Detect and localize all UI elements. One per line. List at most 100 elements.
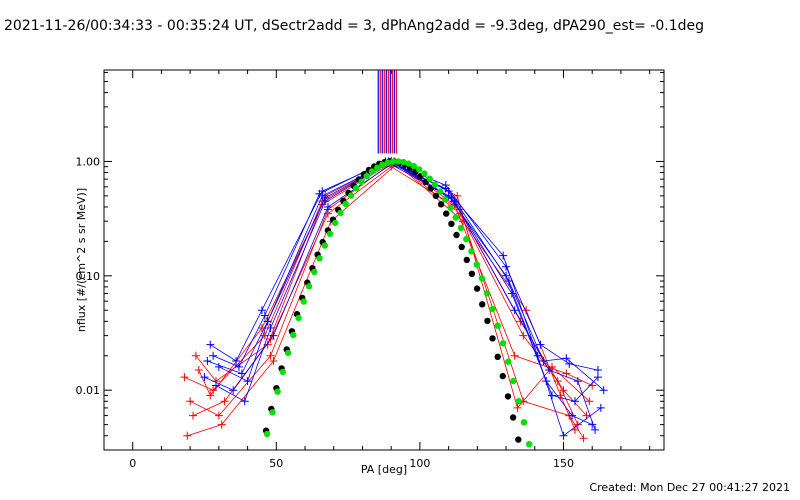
x-tick-label: 50 — [269, 457, 283, 470]
series-line — [218, 162, 599, 402]
data-point — [510, 351, 519, 360]
data-point — [220, 397, 229, 406]
data-point — [579, 434, 588, 443]
data-point — [568, 411, 577, 420]
curve-dot — [510, 377, 517, 385]
curve-dot — [279, 368, 286, 376]
curve-dot — [410, 162, 418, 170]
x-tick-label: 100 — [409, 457, 430, 470]
curve-dot — [263, 430, 271, 438]
data-point — [318, 191, 327, 200]
curve-dot — [473, 261, 480, 268]
curve-dot — [457, 224, 465, 232]
created-timestamp: Created: Mon Dec 27 00:41:27 2021 — [589, 481, 790, 494]
curve-dot — [447, 204, 454, 212]
data-point — [266, 351, 275, 360]
curve-dot — [463, 256, 470, 264]
x-axis-label: PA [deg] — [361, 463, 407, 476]
data-point — [263, 317, 272, 326]
data-point — [502, 271, 511, 280]
data-point — [593, 373, 602, 382]
data-point — [209, 351, 218, 360]
curve-dot — [415, 166, 423, 173]
curve-dot — [489, 335, 496, 342]
curve-dot — [363, 173, 370, 180]
data-point — [499, 251, 508, 260]
curve-dot — [394, 158, 402, 165]
curve-dot — [321, 242, 328, 249]
data-point — [243, 377, 252, 386]
curve-dot — [468, 270, 476, 277]
data-point — [536, 340, 545, 349]
data-point — [186, 397, 195, 406]
data-point — [324, 202, 332, 211]
curve-dot — [400, 158, 407, 166]
x-tick-label: 0 — [129, 457, 136, 470]
data-point — [212, 381, 220, 390]
curve-dot — [432, 192, 440, 200]
curve-dot — [458, 243, 465, 251]
curve-dot — [452, 214, 459, 221]
data-point — [585, 397, 594, 406]
data-point — [183, 431, 192, 440]
curve-dot — [499, 340, 507, 347]
data-point — [519, 331, 528, 340]
curve-dot — [332, 219, 339, 227]
data-point — [591, 425, 600, 434]
curve-dot — [368, 168, 376, 175]
data-point — [260, 311, 269, 320]
data-point — [441, 184, 450, 193]
curve-dot — [421, 170, 428, 177]
data-point — [596, 403, 605, 412]
data-point — [180, 373, 189, 382]
data-point — [510, 306, 519, 315]
curve-dot — [316, 255, 323, 262]
curve-dot — [468, 248, 475, 255]
curve-dot — [505, 358, 512, 365]
curve-dot — [274, 388, 281, 395]
curve-dot — [484, 317, 491, 325]
series-line — [212, 160, 602, 437]
series-line — [195, 160, 590, 409]
data-point — [539, 356, 548, 365]
series-line — [184, 160, 587, 416]
data-point — [548, 391, 556, 400]
curve-dot — [504, 393, 512, 400]
series-line — [215, 160, 596, 431]
curve-dot — [515, 398, 522, 405]
curve-dot — [463, 236, 470, 243]
data-point — [266, 323, 275, 332]
data-series — [180, 157, 608, 443]
curve-dot — [358, 178, 365, 185]
y-tick-label: 0.01 — [76, 384, 101, 397]
data-point — [229, 386, 238, 395]
chart-title: 2021-11-26/00:34:33 - 00:35:24 UT, dSect… — [4, 18, 705, 34]
curve-dot — [311, 268, 318, 276]
data-point — [203, 356, 212, 365]
curve-dot — [269, 409, 276, 416]
data-point — [599, 386, 608, 395]
curve-dot — [426, 175, 433, 182]
curve-dot — [448, 220, 455, 227]
y-tick-label: 0.10 — [76, 270, 101, 283]
curve-dot — [520, 419, 528, 426]
data-point — [269, 331, 278, 340]
data-point — [444, 191, 453, 200]
curve-dot — [300, 298, 307, 305]
curve-dot — [337, 209, 344, 217]
curve-dot — [379, 161, 386, 168]
series-line — [204, 161, 593, 425]
x-tick-label: 150 — [553, 457, 574, 470]
curve-dot — [473, 285, 481, 292]
data-point — [206, 340, 215, 349]
data-point — [269, 356, 278, 365]
curve-dot — [478, 275, 486, 282]
data-point — [237, 369, 246, 378]
data-point — [570, 397, 579, 406]
curve-dot — [484, 290, 491, 297]
curve-dot — [509, 414, 517, 421]
curve-dot — [295, 314, 302, 322]
curve-dot — [374, 164, 381, 171]
data-point — [562, 369, 571, 378]
curve-dot — [347, 192, 355, 199]
